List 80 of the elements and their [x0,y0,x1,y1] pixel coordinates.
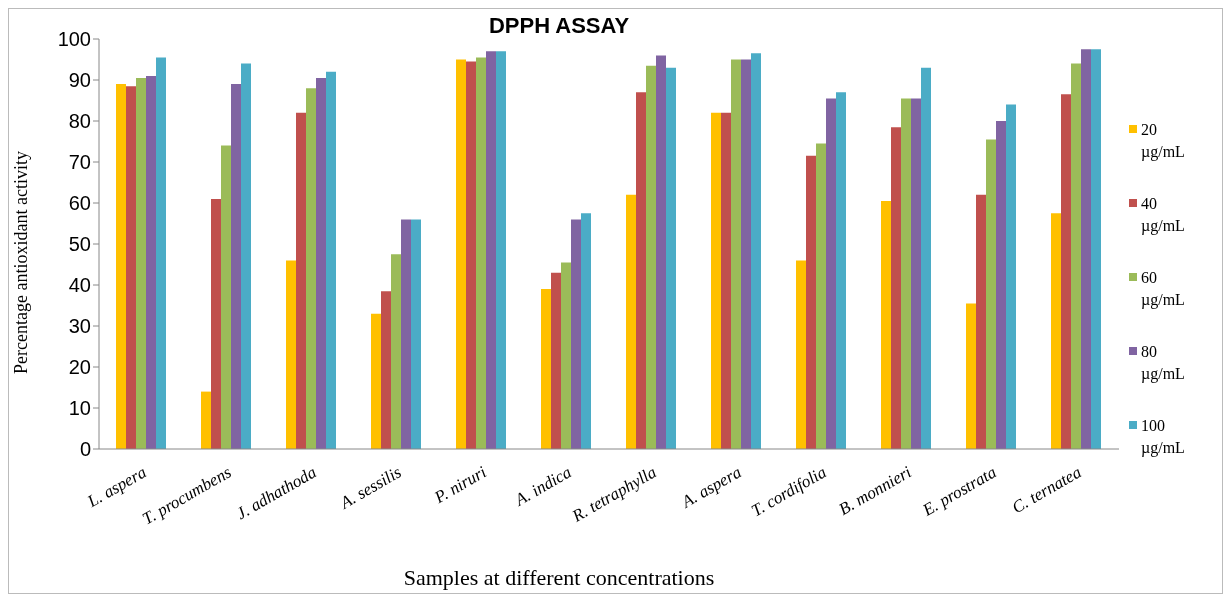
bar [371,313,381,449]
bar [316,77,326,449]
bar [1091,49,1101,449]
legend-label: 80 µg/mL [1141,342,1186,385]
legend-label: 60 µg/mL [1141,268,1186,311]
legend-label: 20 µg/mL [1141,120,1186,163]
bar [201,391,211,449]
bar [1061,94,1071,449]
bar [636,92,646,449]
bar [391,254,401,449]
legend-label: 40 µg/mL [1141,194,1186,237]
bar [816,143,826,449]
bar [986,139,996,449]
bar [626,194,636,449]
bar [826,98,836,449]
bar [466,61,476,449]
bar [411,219,421,449]
y-tick-label: 60 [68,192,91,215]
bar [1071,63,1081,449]
bar [326,71,336,449]
bar [156,57,166,449]
bar [996,121,1006,449]
bar [976,194,986,449]
bar [231,84,241,449]
bar [241,63,251,449]
chart-title: DPPH ASSAY [488,13,630,38]
bar [456,59,466,449]
bar [211,198,221,449]
bar [551,272,561,449]
bar [496,51,506,449]
bar [806,155,816,449]
bar [881,200,891,449]
legend-label: 100 µg/mL [1141,416,1186,459]
bar [571,219,581,449]
bar [891,127,901,449]
y-tick-label: 30 [68,315,91,338]
y-tick-label: 40 [68,274,91,297]
bar [721,112,731,449]
bar [646,65,656,449]
bar [921,67,931,449]
bar [381,291,391,449]
bar [656,55,666,449]
bar [126,86,136,449]
y-axis-title: Percentage antioxidant activity [11,151,32,374]
bar [1006,104,1016,449]
y-tick-label: 0 [79,438,91,461]
bar [731,59,741,449]
bar [901,98,911,449]
bar [911,98,921,449]
bar [541,289,551,449]
bar [221,145,231,449]
bar [136,77,146,449]
bar [796,260,806,449]
bar [401,219,411,449]
bar [966,303,976,449]
y-tick-label: 10 [68,397,91,420]
x-tick-label: A. indica [510,462,575,511]
bar [476,57,486,449]
bar [561,262,571,449]
bar [581,213,591,449]
bar [741,59,751,449]
y-tick-label: 70 [68,151,91,174]
bar [486,51,496,449]
x-axis-title: Samples at different concentrations [402,565,716,591]
y-tick-label: 50 [68,233,91,256]
bar [306,88,316,449]
bar [1081,49,1091,449]
y-tick-label: 90 [68,69,91,92]
bar [146,75,156,449]
bar [116,84,126,449]
bar [711,112,721,449]
bar [666,67,676,449]
bar [286,260,296,449]
bar [836,92,846,449]
bar [296,112,306,449]
y-tick-label: 100 [57,28,91,51]
bar [1051,213,1061,449]
y-tick-label: 20 [68,356,91,379]
y-tick-label: 80 [68,110,91,133]
bar [751,53,761,449]
